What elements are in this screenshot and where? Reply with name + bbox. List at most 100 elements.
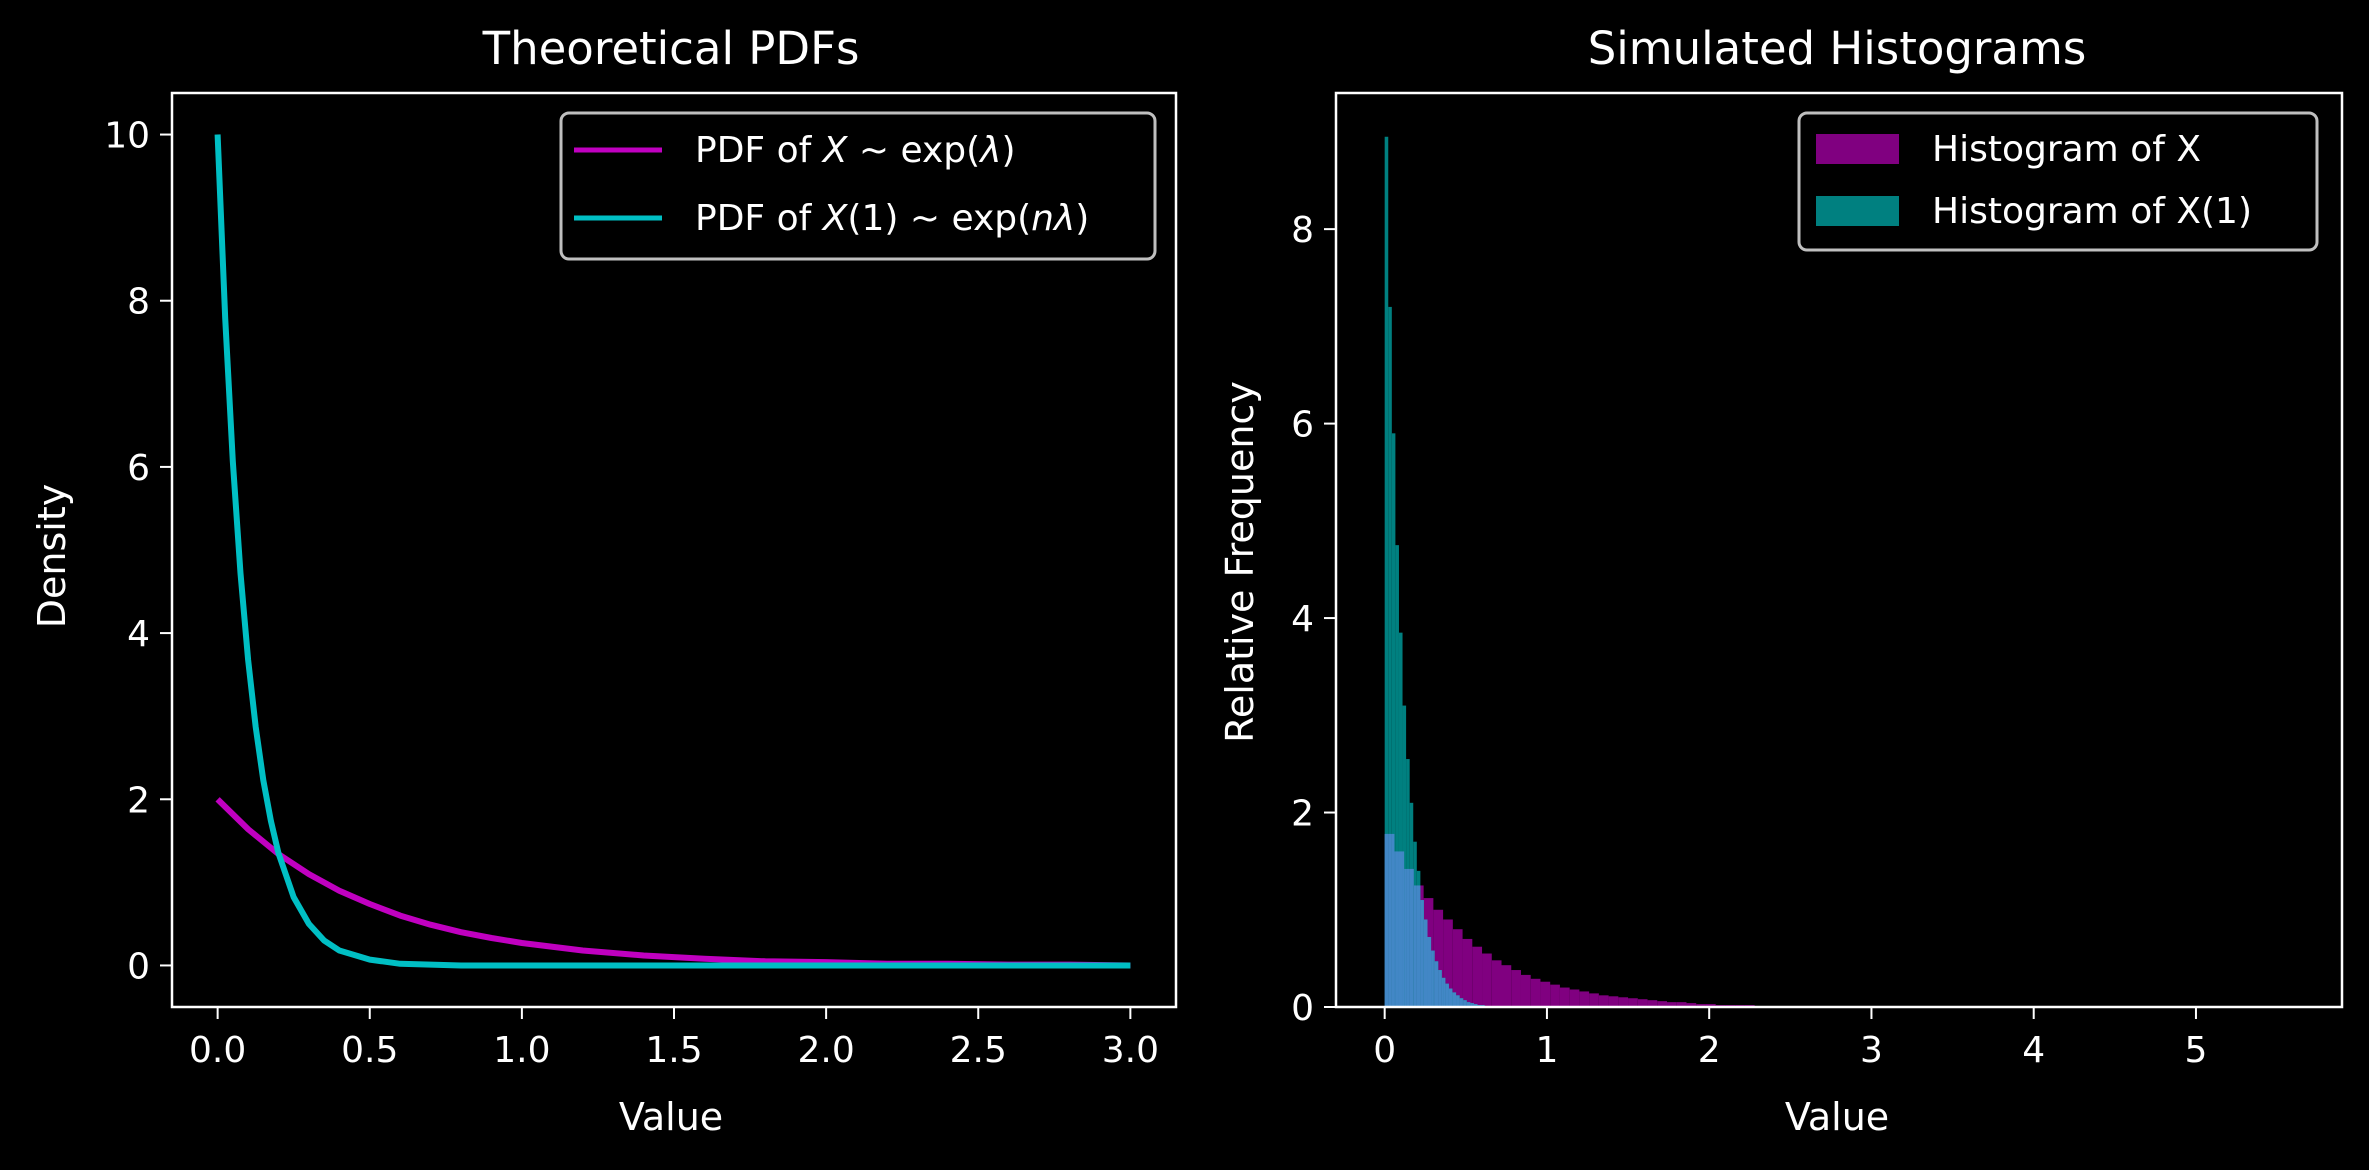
histogram-bar-x1 xyxy=(1395,545,1399,1007)
histogram-bar-x xyxy=(1628,998,1638,1007)
histogram-bar-x xyxy=(1511,970,1521,1007)
histogram-overlap-bar xyxy=(1416,885,1421,1007)
pdf-xtick-label: 1.0 xyxy=(493,1030,550,1071)
histogram-ytick-label: 4 xyxy=(1291,599,1314,640)
histogram-bar-x xyxy=(1667,1002,1677,1007)
histogram-xtick-label: 1 xyxy=(1535,1030,1558,1071)
histogram-overlap-bar xyxy=(1404,868,1407,1007)
pdf-line-x1 xyxy=(214,134,1131,969)
pdf-chart-frame xyxy=(170,91,1178,1009)
histogram-bar-x xyxy=(1559,987,1570,1007)
histogram-bar-x xyxy=(1696,1004,1706,1007)
histogram-bar-x1 xyxy=(1391,433,1396,1007)
histogram-chart-ylabel: Relative Frequency xyxy=(1218,381,1262,743)
histogram-chart-legend: Histogram of X Histogram of X(1) xyxy=(1797,111,2319,252)
histogram-bar-x xyxy=(1676,1002,1687,1007)
histogram-legend-frame xyxy=(1797,111,2319,252)
histogram-bar-x xyxy=(1433,909,1444,1007)
histogram-bar-x xyxy=(1472,946,1483,1007)
histogram-ytick-label: 0 xyxy=(1291,988,1314,1029)
histogram-overlap-bar xyxy=(1472,1003,1474,1007)
histogram-overlap-bar xyxy=(1438,970,1442,1007)
histogram-bar-x1 xyxy=(1402,705,1407,1007)
histogram-chart-xlabel: Value xyxy=(1785,1095,1889,1139)
pdf-chart-ylabel: Density xyxy=(30,484,74,628)
histogram-overlap-bar xyxy=(1443,977,1446,1007)
pdf-ytick-label: 2 xyxy=(127,780,150,821)
histogram-overlap-bar xyxy=(1402,851,1405,1007)
histogram-bar-x xyxy=(1462,938,1473,1007)
histogram-ytick-label: 2 xyxy=(1291,794,1314,835)
histogram-overlap-bar xyxy=(1470,1003,1473,1007)
pdf-chart: Theoretical PDFs Value Density 0.0 0.5 1.0… xyxy=(30,22,1178,1139)
histogram-bar-x xyxy=(1520,974,1531,1007)
histogram-overlap-bar xyxy=(1395,851,1399,1007)
histogram-legend-label-x: Histogram of X xyxy=(1932,129,2201,170)
pdf-ytick-label: 8 xyxy=(127,282,150,323)
histogram-overlap-bar xyxy=(1388,833,1392,1007)
pdf-xtick-label: 3.0 xyxy=(1102,1030,1159,1071)
histogram-chart-frame xyxy=(1334,91,2344,1009)
histogram-overlap-bar xyxy=(1448,988,1453,1007)
histogram-overlap-bar xyxy=(1413,868,1414,1007)
pdf-ytick-label: 6 xyxy=(127,448,150,489)
histogram-bar-x1 xyxy=(1384,136,1389,1007)
histogram-overlap-bar xyxy=(1433,950,1435,1007)
histogram-ytick-label: 6 xyxy=(1291,405,1314,446)
histogram-xtick-label: 2 xyxy=(1698,1030,1721,1071)
histogram-overlap-bar xyxy=(1463,1000,1467,1007)
histogram-chart-plot-area: 0 1 2 3 4 5 0 2 4 6 8 xyxy=(1291,91,2344,1071)
histogram-bar-x xyxy=(1608,996,1619,1007)
histogram-bar-x xyxy=(1705,1004,1716,1007)
pdf-ytick-label: 0 xyxy=(127,946,150,987)
pdf-xtick-label: 2.5 xyxy=(950,1030,1007,1071)
histogram-bar-x xyxy=(1618,997,1629,1007)
histogram-overlap-bar xyxy=(1462,998,1464,1007)
histogram-legend-swatch-x xyxy=(1816,134,1899,164)
histogram-legend-swatch-x1 xyxy=(1816,196,1899,226)
histogram-overlap-bar xyxy=(1459,998,1463,1007)
pdf-xtick-label: 0.5 xyxy=(341,1030,398,1071)
pdf-legend-frame xyxy=(559,111,1157,261)
histogram-overlap-bar xyxy=(1466,1002,1471,1007)
histogram-bar-x xyxy=(1569,989,1580,1007)
pdf-chart-xlabel: Value xyxy=(619,1095,723,1139)
histogram-xtick-label: 4 xyxy=(2022,1030,2045,1071)
histogram-bar-x xyxy=(1443,919,1453,1007)
histogram-overlap-bar xyxy=(1434,961,1439,1007)
pdf-ytick-label: 4 xyxy=(127,614,150,655)
pdf-chart-title: Theoretical PDFs xyxy=(482,22,860,75)
histogram-overlap-bar xyxy=(1406,868,1410,1007)
histogram-bar-x xyxy=(1589,993,1599,1007)
histogram-bar-x xyxy=(1452,929,1463,1007)
pdf-xtick-label: 2.0 xyxy=(797,1030,854,1071)
pdf-chart-legend: PDF of X ~ exp(λ) PDF of X(1) ~ exp(nλ) xyxy=(559,111,1157,261)
histogram-overlap-bar xyxy=(1441,977,1444,1007)
histogram-bar-x xyxy=(1482,953,1492,1007)
histogram-overlap-bar xyxy=(1456,995,1460,1007)
histogram-bar-x xyxy=(1637,999,1648,1007)
histogram-overlap-bar xyxy=(1384,833,1389,1007)
pdf-chart-plot-area: 0.0 0.5 1.0 1.5 2.0 2.5 3.0 0 2 4 6 8 10 xyxy=(104,91,1178,1071)
histogram-bar-x xyxy=(1647,1000,1658,1007)
histogram-bar-x xyxy=(1686,1003,1697,1007)
histogram-chart: Simulated Histograms Value Relative Freq… xyxy=(1218,22,2344,1139)
histogram-bar-x xyxy=(1657,1001,1668,1007)
histogram-overlap-bar xyxy=(1427,936,1432,1007)
pdf-xtick-label: 0.0 xyxy=(189,1030,246,1071)
histogram-bar-x xyxy=(1491,960,1502,1007)
histogram-overlap-bar xyxy=(1423,919,1428,1007)
histogram-bar-x xyxy=(1598,995,1609,1007)
histogram-overlap-bar xyxy=(1413,885,1417,1007)
histogram-bar-x1 xyxy=(1398,632,1403,1007)
histogram-bar-x xyxy=(1550,984,1560,1007)
histogram-xtick-label: 0 xyxy=(1373,1030,1396,1071)
histogram-overlap-bar xyxy=(1391,833,1395,1007)
histogram-ytick-label: 8 xyxy=(1291,210,1314,251)
histogram-overlap-bar xyxy=(1394,851,1396,1007)
histogram-bar-x xyxy=(1501,965,1512,1007)
pdf-legend-label-x: PDF of X ~ exp(λ) xyxy=(695,130,1016,171)
histogram-chart-title: Simulated Histograms xyxy=(1588,22,2087,75)
histogram-overlap-bar xyxy=(1445,983,1449,1007)
histogram-bar-x xyxy=(1540,981,1551,1007)
